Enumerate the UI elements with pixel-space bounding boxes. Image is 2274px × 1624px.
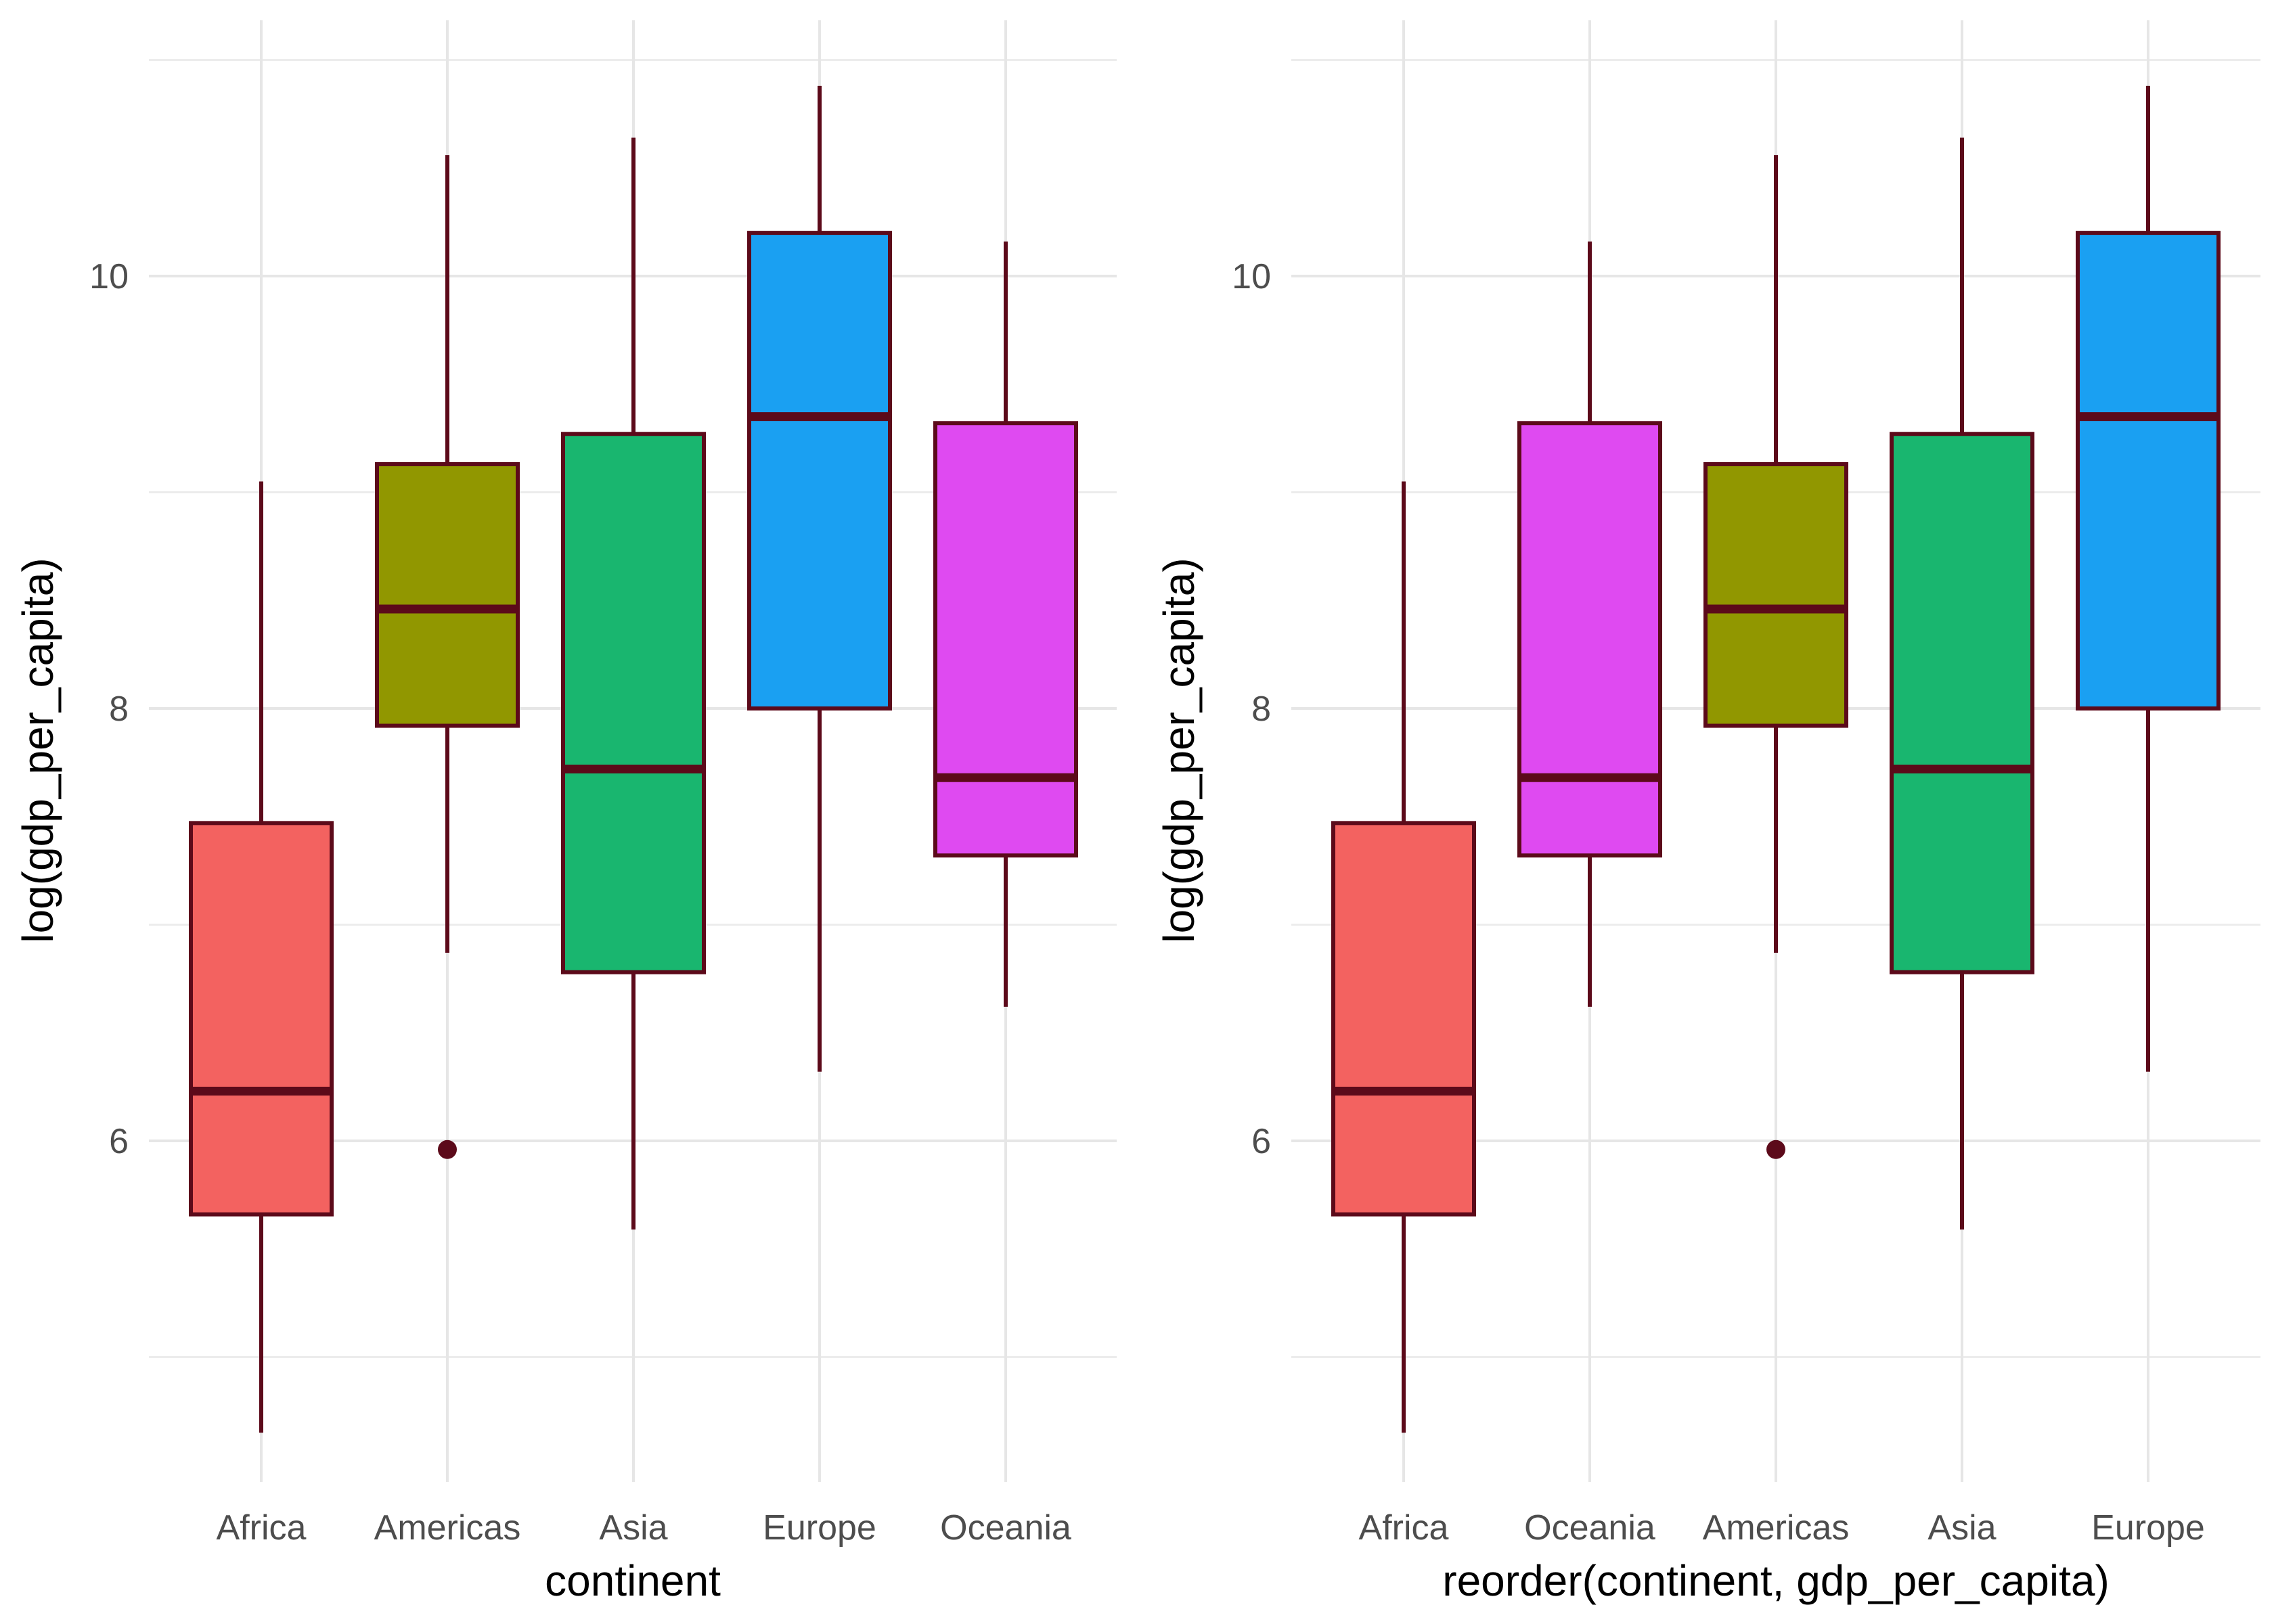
x-tick-label: Oceania	[940, 1508, 1071, 1548]
y-axis-title: log(gdp_per_capita)	[1155, 558, 1203, 943]
x-tick-label: Asia	[1927, 1508, 1996, 1548]
y-tick-label: 10	[89, 257, 129, 296]
iqr-box	[933, 421, 1078, 858]
iqr-box	[375, 461, 520, 728]
iqr-box	[1703, 461, 1848, 728]
right-boxplot-panel: 6 8 10 Africa Oceania Americas Asia Europe reord…	[1155, 20, 2260, 1605]
y-tick-label: 8	[1251, 690, 1271, 729]
box-europe	[2076, 85, 2221, 1072]
iqr-box	[561, 432, 706, 974]
y-tick-label: 10	[1232, 257, 1271, 296]
y-tick-label: 6	[109, 1122, 129, 1161]
box-asia	[561, 137, 706, 1230]
box-americas	[1703, 155, 1848, 1159]
x-axis-title: reorder(continent, gdp_per_capita)	[1442, 1556, 2110, 1605]
outlier-point	[1766, 1140, 1785, 1159]
outlier-point	[438, 1140, 457, 1159]
x-tick-label: Africa	[217, 1508, 307, 1548]
x-tick-label: Europe	[763, 1508, 876, 1548]
box-africa	[1331, 481, 1476, 1433]
iqr-box	[2076, 231, 2221, 711]
iqr-box	[189, 821, 334, 1217]
x-tick-label: Americas	[374, 1508, 521, 1548]
x-tick-label: Oceania	[1524, 1508, 1655, 1548]
y-tick-label: 6	[1251, 1122, 1271, 1161]
box-europe	[747, 85, 892, 1072]
box-americas	[375, 155, 520, 1159]
iqr-box	[1517, 421, 1662, 858]
box-oceania	[1517, 241, 1662, 1007]
left-boxplot-panel: 6 8 10 Africa Americas Asia Europe Oceania conti…	[14, 20, 1117, 1605]
box-asia	[1890, 137, 2034, 1230]
x-axis-title: continent	[545, 1556, 721, 1605]
x-tick-label: Americas	[1703, 1508, 1850, 1548]
y-axis-title: log(gdp_per_capita)	[14, 558, 62, 943]
box-oceania	[933, 241, 1078, 1007]
iqr-box	[1331, 821, 1476, 1217]
y-tick-label: 8	[109, 690, 129, 729]
x-tick-label: Africa	[1359, 1508, 1449, 1548]
iqr-box	[747, 231, 892, 711]
x-tick-label: Europe	[2091, 1508, 2205, 1548]
iqr-box	[1890, 432, 2034, 974]
x-tick-label: Asia	[599, 1508, 667, 1548]
box-africa	[189, 481, 334, 1433]
